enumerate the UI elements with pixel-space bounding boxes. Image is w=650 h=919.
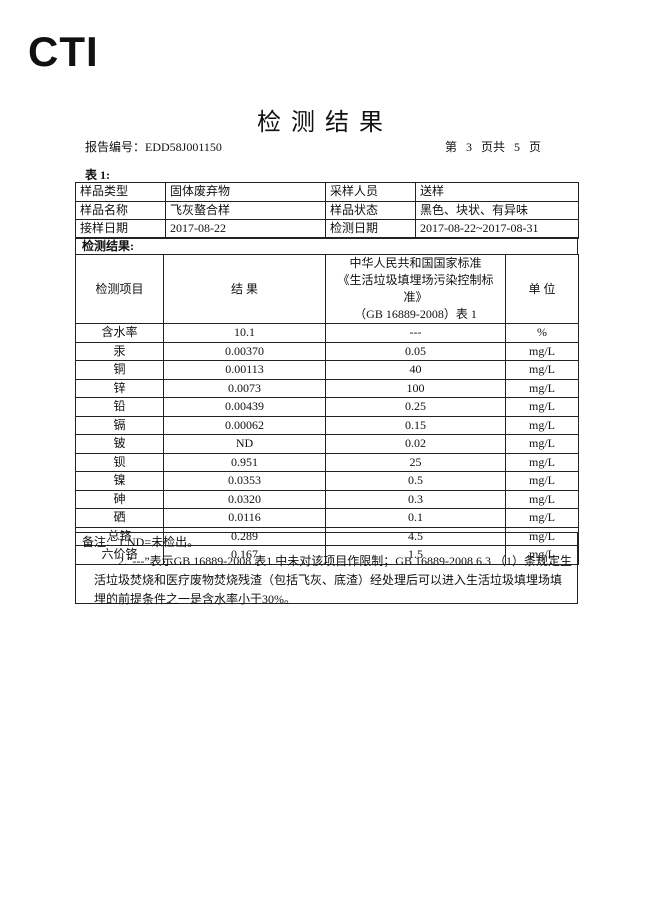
notes-label: 备注: (82, 535, 110, 549)
result-row: 铅 0.00439 0.25 mg/L (75, 397, 579, 417)
value-cell: 送样 (415, 182, 579, 202)
page-number: 第 3 页共 5 页 (445, 140, 542, 154)
result-cell: 0.0320 (163, 489, 326, 509)
result-cell: 镍 (75, 471, 164, 491)
result-cell: 六价铬 (75, 545, 164, 565)
result-row: 硒 0.0116 0.1 mg/L (75, 508, 579, 528)
result-row: 镍 0.0353 0.5 mg/L (75, 471, 579, 491)
result-cell: 0.02 (325, 434, 506, 454)
result-cell: mg/L (505, 378, 579, 398)
result-cell: 0.15 (325, 415, 506, 435)
result-cell: mg/L (505, 471, 579, 491)
result-cell: 10.1 (163, 323, 326, 343)
result-cell: mg/L (505, 508, 579, 528)
logo: CTI (28, 28, 99, 75)
result-cell: 0.1 (325, 508, 506, 528)
result-cell: 0.25 (325, 397, 506, 417)
result-cell: 含水率 (75, 323, 164, 343)
result-row: 钡 0.951 25 mg/L (75, 452, 579, 472)
result-cell: mg/L (505, 341, 579, 361)
result-cell: mg/L (505, 434, 579, 454)
label-cell: 样品状态 (325, 200, 416, 220)
header-cell: 单 位 (505, 254, 579, 324)
result-row: 铍 ND 0.02 mg/L (75, 434, 579, 454)
result-cell: 0.00062 (163, 415, 326, 435)
value-cell: 固体废弃物 (165, 182, 326, 202)
result-cell: 0.00439 (163, 397, 326, 417)
result-cell: 0.00370 (163, 341, 326, 361)
results-table: 检测项目 结 果 中华人民共和国国家标准 《生活垃圾填埋场污染控制标准》 （GB… (75, 254, 579, 565)
result-cell: 镉 (75, 415, 164, 435)
result-cell: 钡 (75, 452, 164, 472)
result-row: 砷 0.0320 0.3 mg/L (75, 489, 579, 509)
result-cell: mg/L (505, 397, 579, 417)
result-cell: mg/L (505, 360, 579, 380)
result-row: 锌 0.0073 100 mg/L (75, 378, 579, 398)
result-cell: 100 (325, 378, 506, 398)
results-caption: 检测结果: (75, 237, 578, 255)
label-cell: 样品类型 (75, 182, 166, 202)
result-cell: % (505, 323, 579, 343)
header-line: 《生活垃圾填埋场污染控制标准》 (337, 273, 494, 304)
label-cell: 检测日期 (325, 219, 416, 239)
result-cell: --- (325, 323, 506, 343)
notes: 备注: 1.ND=未检出。 2.“---”表示GB 16889-2008 表1 … (75, 532, 578, 606)
result-cell: 25 (325, 452, 506, 472)
value-cell: 2017-08-22 (165, 219, 326, 239)
result-row: 含水率 10.1 ---% (75, 323, 579, 343)
result-cell: 汞 (75, 341, 164, 361)
result-cell: 铍 (75, 434, 164, 454)
value-cell: 飞灰螯合样 (165, 200, 326, 220)
header-row: 检测项目 结 果 中华人民共和国国家标准 《生活垃圾填埋场污染控制标准》 （GB… (75, 254, 579, 324)
result-cell: mg/L (505, 452, 579, 472)
result-row: 铜 0.00113 40 mg/L (75, 360, 579, 380)
table-row: 接样日期 2017-08-22 检测日期 2017-08-22~2017-08-31 (75, 219, 579, 239)
result-cell: 砷 (75, 489, 164, 509)
header-cell: 检测项目 (75, 254, 164, 324)
result-cell: 铜 (75, 360, 164, 380)
result-cell: mg/L (505, 489, 579, 509)
result-cell: 0.0073 (163, 378, 326, 398)
result-cell: 1.5 (325, 545, 506, 565)
value-cell: 黑色、块状、有异味 (415, 200, 579, 220)
result-cell: 铅 (75, 397, 164, 417)
result-cell: ND (163, 434, 326, 454)
table-row: 样品名称 飞灰螯合样 样品状态 黑色、块状、有异味 (75, 200, 579, 220)
report-number: 报告编号：EDD58J001150 (85, 140, 222, 154)
result-cell: 锌 (75, 378, 164, 398)
header-cell: 中华人民共和国国家标准 《生活垃圾填埋场污染控制标准》 （GB 16889-20… (325, 254, 506, 324)
result-row: 六价铬 0.167 1.5 mg/L (75, 545, 579, 565)
sample-info-table: 样品类型 固体废弃物 采样人员 送样 样品名称 飞灰螯合样 样品状态 黑色、块状、有异味 接样日… (75, 182, 579, 239)
note: 2.“---”表示GB 16889-2008 表1 中未对该项目作限制；GB 1… (94, 554, 572, 606)
result-cell: 40 (325, 360, 506, 380)
result-cell: 0.0353 (163, 471, 326, 491)
result-cell: 0.3 (325, 489, 506, 509)
table-row: 样品类型 固体废弃物 采样人员 送样 (75, 182, 579, 202)
table-caption: 表 1: (85, 168, 110, 182)
result-cell: mg/L (505, 545, 579, 565)
result-cell: 0.05 (325, 341, 506, 361)
result-cell: 0.5 (325, 471, 506, 491)
header-line: （GB 16889-2008）表 1 (354, 307, 477, 321)
value-cell: 2017-08-22~2017-08-31 (415, 219, 579, 239)
header-cell: 结 果 (163, 254, 326, 324)
label-cell: 接样日期 (75, 219, 166, 239)
label-cell: 样品名称 (75, 200, 166, 220)
result-cell: 0.00113 (163, 360, 326, 380)
result-row: 汞 0.00370 0.05 mg/L (75, 341, 579, 361)
result-cell: 硒 (75, 508, 164, 528)
note: 1.ND=未检出。 (118, 535, 200, 549)
label-cell: 采样人员 (325, 182, 416, 202)
result-cell: 0.0116 (163, 508, 326, 528)
page-title: 检测结果 (257, 110, 393, 136)
result-row: 镉 0.00062 0.15 mg/L (75, 415, 579, 435)
header-line: 中华人民共和国国家标准 (349, 256, 482, 270)
result-cell: 0.951 (163, 452, 326, 472)
result-cell: 0.167 (163, 545, 326, 565)
result-cell: mg/L (505, 415, 579, 435)
